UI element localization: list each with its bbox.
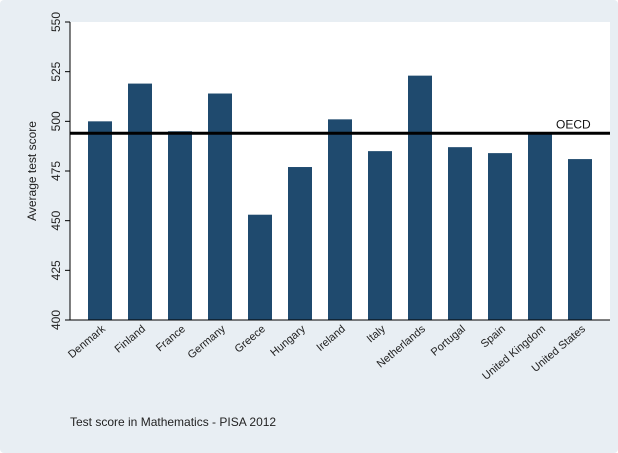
- chart-note: Test score in Mathematics - PISA 2012: [70, 415, 277, 429]
- bar-germany: [208, 93, 232, 321]
- y-tick-label: 425: [49, 260, 63, 280]
- x-tick-label: Denmark: [66, 323, 108, 361]
- y-tick-label: 525: [49, 61, 63, 81]
- y-tick-label: 450: [49, 210, 63, 230]
- y-tick-label: 550: [49, 12, 63, 32]
- bar-france: [168, 131, 192, 320]
- y-tick-label: 500: [49, 111, 63, 131]
- bar-greece: [248, 214, 272, 320]
- bar-spain: [488, 153, 512, 320]
- bar-united-states: [568, 159, 592, 320]
- bar-denmark: [88, 121, 112, 320]
- x-tick-label: Finland: [113, 323, 148, 355]
- y-tick-label: 475: [49, 161, 63, 181]
- bars-group: [88, 75, 592, 321]
- x-tick-label: Spain: [479, 323, 508, 350]
- bar-united-kingdom: [528, 133, 552, 320]
- oecd-reference-label: OECD: [556, 117, 591, 131]
- y-tick-label: 400: [49, 310, 63, 330]
- bar-portugal: [448, 147, 472, 320]
- x-tick-label: Hungary: [268, 323, 308, 359]
- bar-hungary: [288, 167, 312, 320]
- x-tick-label: Ireland: [314, 323, 347, 354]
- x-tick-label: Italy: [365, 323, 389, 345]
- bar-netherlands: [408, 75, 432, 320]
- bar-finland: [128, 83, 152, 320]
- x-tick-label: Greece: [233, 323, 268, 355]
- x-tick-label: Germany: [186, 323, 229, 362]
- x-tick-label: France: [154, 323, 188, 354]
- x-tick-label: Portugal: [429, 323, 468, 359]
- y-ticks-group: 400 425 450 475 500 525 550: [49, 12, 70, 330]
- bar-italy: [368, 151, 392, 320]
- bar-ireland: [328, 119, 352, 320]
- y-axis-title: Average test score: [25, 121, 39, 221]
